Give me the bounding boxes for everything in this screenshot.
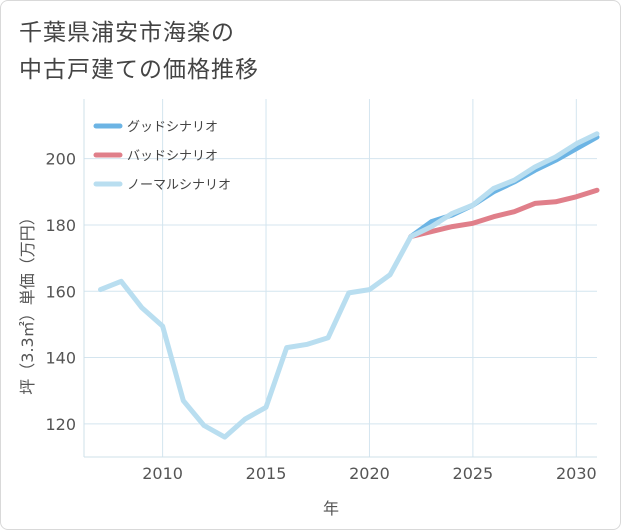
y-tick-label-160: 160 [45, 282, 76, 301]
legend-label-2: バッドシナリオ [127, 149, 218, 164]
y-tick-label-120: 120 [45, 415, 76, 434]
y-tick-label-180: 180 [45, 216, 76, 235]
x-tick-label-2015: 2015 [246, 464, 287, 483]
chart-title: 千葉県浦安市海楽の 中古戸建ての価格推移 [19, 15, 259, 89]
x-tick-label-2010: 2010 [142, 464, 183, 483]
y-tick-label-200: 200 [45, 150, 76, 169]
series-line-3 [98, 131, 600, 440]
series-line-2 [408, 187, 600, 240]
series-layer [98, 131, 600, 440]
x-tick-label-2020: 2020 [349, 464, 390, 483]
y-axis-label: 坪（3.3㎡）単価（万円） [18, 209, 37, 394]
axes: 2010 2015 2020 2025 2030 120 140 160 180 200 [45, 99, 597, 483]
legend-label-1: グッドシナリオ [127, 120, 218, 135]
chart-title-line1: 千葉県浦安市海楽の [19, 20, 235, 46]
x-tick-label-2025: 2025 [453, 464, 494, 483]
x-tick-label-2030: 2030 [556, 464, 597, 483]
chart-title-line2: 中古戸建ての価格推移 [19, 57, 259, 83]
y-tick-label-140: 140 [45, 349, 76, 368]
legend-label-3: ノーマルシナリオ [127, 178, 231, 193]
x-axis-label: 年 [323, 499, 339, 518]
